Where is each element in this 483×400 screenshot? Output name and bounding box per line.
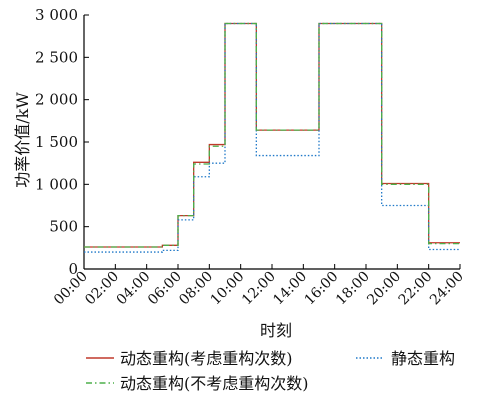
series-line-0 [84, 22, 460, 248]
y-axis-label: 功率价值/kW [13, 92, 32, 188]
y-tick-label: 3 000 [35, 6, 78, 24]
x-tick-label: 18:00 [333, 269, 373, 309]
x-tick-label: 04:00 [114, 269, 154, 309]
x-axis-label: 时刻 [260, 321, 292, 340]
axes [83, 15, 460, 270]
series-line-2 [84, 22, 460, 248]
series-lines [84, 22, 460, 253]
x-tick-label: 10:00 [208, 269, 248, 309]
series-line-1 [84, 22, 460, 253]
x-tick-label: 06:00 [145, 269, 185, 309]
y-tick-label: 500 [49, 218, 78, 236]
x-tick-label: 16:00 [302, 269, 342, 309]
legend-label-series-2: 动态重构(不考虑重构次数) [120, 374, 309, 393]
y-tick-label: 2 000 [35, 91, 78, 109]
legend: 动态重构(考虑重构次数) 静态重构 动态重构(不考虑重构次数) [86, 349, 455, 393]
legend-label-series-1: 静态重构 [391, 349, 455, 368]
x-tick-labels: 00:0002:0004:0006:0008:0010:0012:0014:00… [51, 264, 467, 308]
x-tick-label: 02:00 [82, 269, 122, 309]
x-tick-label: 08:00 [176, 269, 216, 309]
y-tick-label: 1 500 [35, 133, 78, 151]
y-tick-label: 0 [68, 260, 78, 278]
y-tick-label: 2 500 [35, 48, 78, 66]
x-tick-label: 14:00 [270, 269, 310, 309]
x-tick-label: 20:00 [364, 269, 404, 309]
y-tick-label: 1 000 [35, 175, 78, 193]
legend-label-series-0: 动态重构(考虑重构次数) [120, 349, 293, 368]
y-tick-labels: 0 500 1 000 1 500 2 000 2 500 3 000 [35, 6, 89, 278]
x-tick-label: 12:00 [239, 269, 279, 309]
x-tick-label: 24:00 [427, 269, 467, 309]
x-tick-label: 22:00 [396, 269, 436, 309]
